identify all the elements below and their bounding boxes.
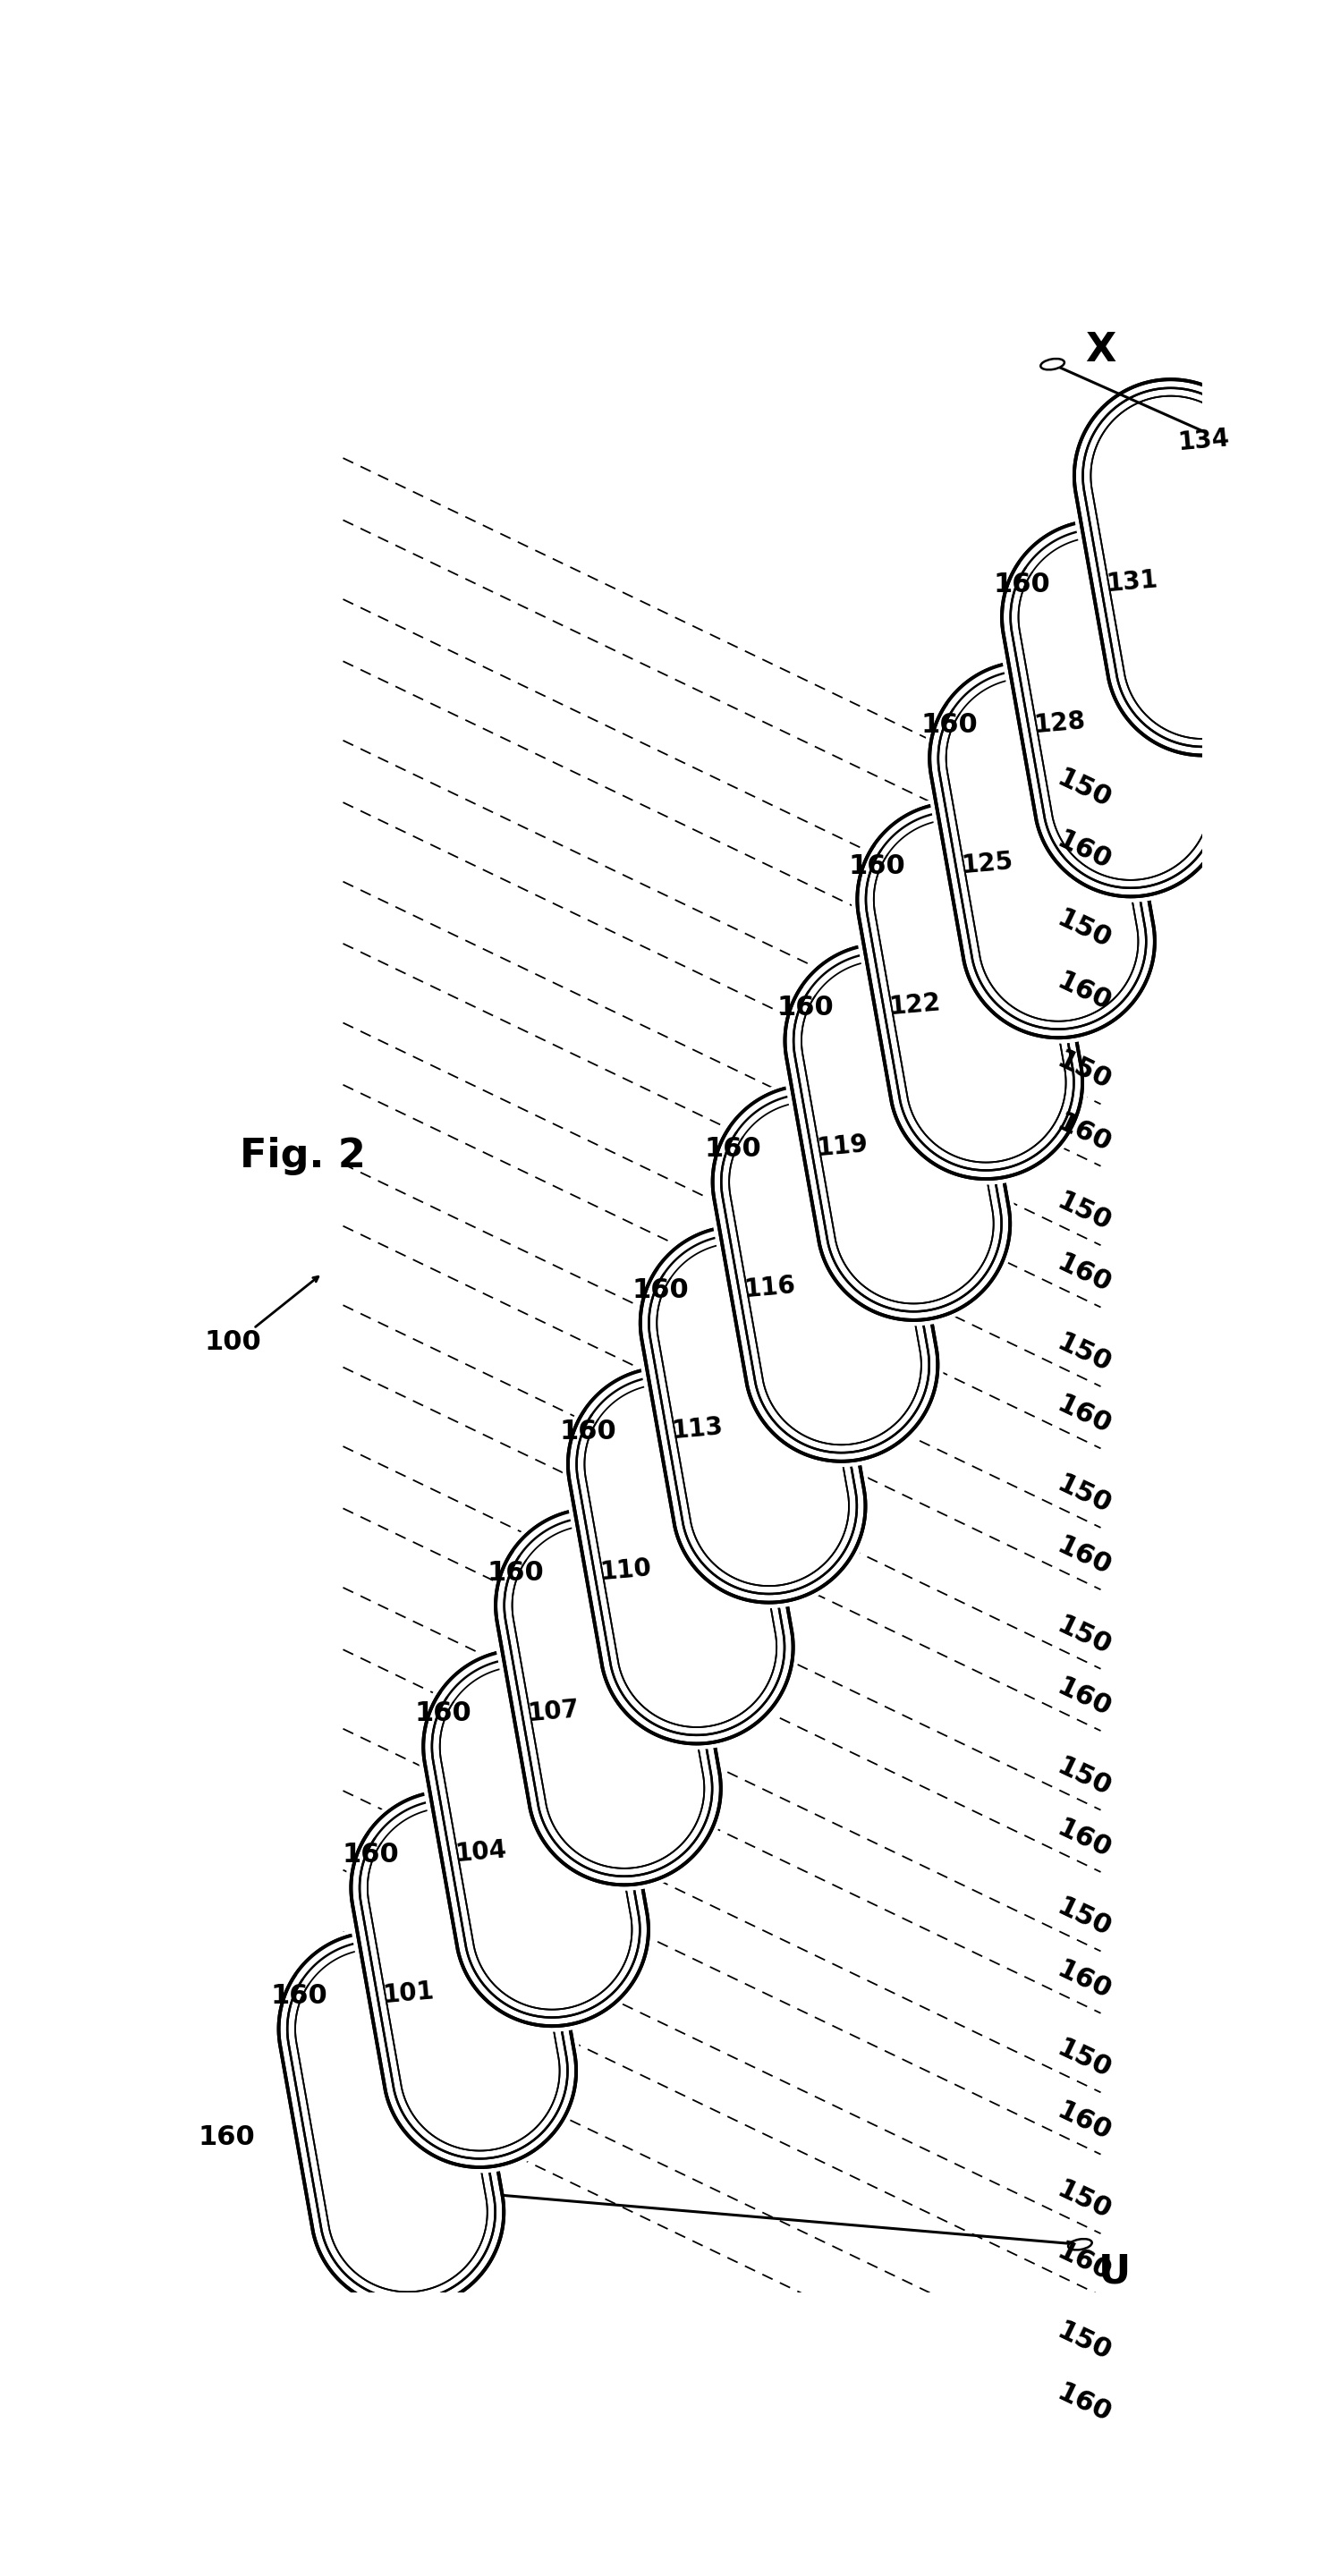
Ellipse shape (1068, 2239, 1092, 2249)
Text: 160: 160 (993, 572, 1051, 598)
Polygon shape (1020, 520, 1154, 618)
Text: 100: 100 (204, 1329, 261, 1355)
Polygon shape (296, 1932, 430, 2030)
Polygon shape (490, 1504, 726, 1891)
Polygon shape (730, 1084, 864, 1182)
Text: 150: 150 (1052, 765, 1115, 811)
Text: 110: 110 (599, 1556, 653, 1584)
Text: 160: 160 (1052, 1816, 1115, 1862)
Text: 160: 160 (1052, 1391, 1115, 1440)
Text: 160: 160 (415, 1700, 472, 1726)
Polygon shape (273, 1927, 509, 2313)
Text: 150: 150 (1052, 1046, 1115, 1095)
Text: 160: 160 (1052, 1249, 1115, 1298)
Text: 160: 160 (1052, 1533, 1115, 1582)
Polygon shape (852, 799, 1088, 1185)
Text: 134: 134 (1178, 425, 1231, 456)
Text: 119: 119 (816, 1131, 870, 1162)
Text: 160: 160 (776, 994, 833, 1020)
Polygon shape (658, 1226, 792, 1324)
Polygon shape (1069, 374, 1305, 760)
Text: 150: 150 (1052, 1471, 1115, 1520)
Polygon shape (997, 515, 1233, 902)
Polygon shape (635, 1221, 871, 1607)
Text: 160: 160 (705, 1136, 761, 1162)
Polygon shape (780, 940, 1016, 1324)
Text: 128: 128 (1033, 708, 1087, 737)
Text: 113: 113 (671, 1414, 725, 1443)
Text: 150: 150 (1052, 2177, 1115, 2226)
Text: 150: 150 (1052, 1752, 1115, 1801)
Polygon shape (947, 662, 1081, 757)
Text: 150: 150 (1052, 2318, 1115, 2365)
Text: 160: 160 (198, 2125, 255, 2151)
Polygon shape (441, 1651, 575, 1747)
Polygon shape (586, 1368, 720, 1463)
Text: 160: 160 (921, 714, 978, 739)
Text: 101: 101 (382, 1978, 436, 2009)
Text: 160: 160 (1052, 2380, 1115, 2427)
Text: 150: 150 (1052, 907, 1115, 953)
Text: 150: 150 (1052, 1329, 1115, 1378)
Text: 160: 160 (1052, 827, 1115, 876)
Text: 160: 160 (560, 1419, 616, 1445)
Text: 116: 116 (744, 1273, 797, 1303)
Text: 160: 160 (632, 1278, 689, 1303)
Text: X: X (1085, 332, 1116, 371)
Text: 150: 150 (1052, 2035, 1115, 2084)
Text: 160: 160 (1052, 969, 1115, 1015)
Text: 104: 104 (454, 1837, 508, 1868)
Polygon shape (925, 657, 1160, 1043)
Text: Fig. 2: Fig. 2 (240, 1136, 366, 1175)
Polygon shape (368, 1790, 502, 1888)
Text: 160: 160 (343, 1842, 399, 1868)
Text: 160: 160 (488, 1558, 544, 1584)
Text: 160: 160 (1052, 2097, 1115, 2146)
Text: 160: 160 (271, 1984, 327, 2009)
Text: 160: 160 (848, 853, 906, 878)
Text: 107: 107 (527, 1698, 580, 1726)
Text: 160: 160 (1052, 2239, 1115, 2287)
Ellipse shape (1041, 358, 1064, 371)
Polygon shape (346, 1785, 582, 2172)
Text: 150: 150 (1052, 1188, 1115, 1236)
Text: 131: 131 (1105, 567, 1159, 598)
Polygon shape (563, 1363, 799, 1749)
Text: 122: 122 (888, 989, 942, 1020)
Polygon shape (708, 1079, 943, 1466)
Text: 160: 160 (1052, 1674, 1115, 1721)
Text: 125: 125 (961, 850, 1014, 878)
Polygon shape (875, 804, 1009, 899)
Polygon shape (418, 1646, 654, 2032)
Text: 160: 160 (1052, 1110, 1115, 1157)
Polygon shape (803, 945, 937, 1041)
Polygon shape (513, 1510, 647, 1605)
Text: 160: 160 (1052, 1955, 1115, 2004)
Text: 150: 150 (1052, 1893, 1115, 1942)
Text: U: U (1099, 2254, 1131, 2290)
Text: 150: 150 (1052, 1613, 1115, 1659)
